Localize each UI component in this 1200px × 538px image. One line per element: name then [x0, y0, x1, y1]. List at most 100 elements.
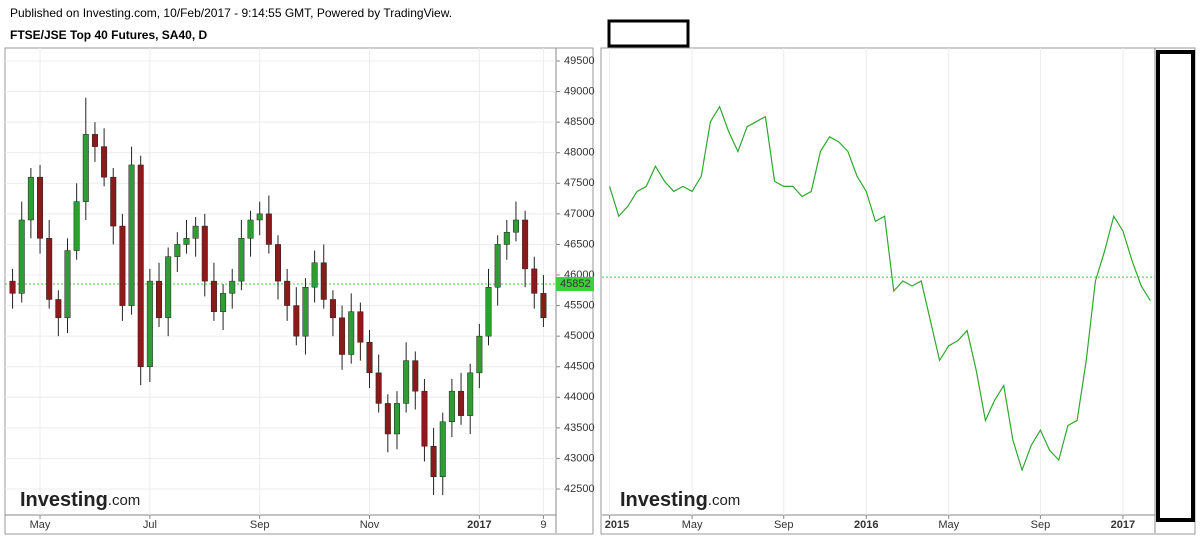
- y-tick-label: 45000: [564, 330, 595, 342]
- candle-body: [110, 176, 117, 227]
- candle-body: [329, 299, 336, 319]
- candle-body: [201, 225, 208, 282]
- published-note: Published on Investing.com, 10/Feb/2017 …: [10, 6, 452, 20]
- candle-body: [467, 372, 474, 416]
- candle-body: [320, 262, 327, 300]
- x-tick-label: 2017: [467, 519, 491, 531]
- candle-body: [302, 286, 309, 337]
- candle-body: [165, 256, 172, 319]
- candle-body: [384, 403, 391, 435]
- candle-body: [339, 317, 346, 355]
- candle-body: [494, 244, 501, 288]
- x-tick-label: May: [938, 519, 959, 531]
- watermark: Investing.com: [20, 489, 140, 511]
- candle-body: [27, 176, 34, 221]
- candle-body: [82, 134, 89, 202]
- candle-body: [18, 219, 25, 294]
- watermark-brand: Investing: [620, 489, 708, 511]
- x-tick-label: Sep: [774, 519, 794, 531]
- candle-body: [119, 225, 126, 306]
- candle-body: [183, 238, 190, 245]
- watermark-brand: Investing: [20, 489, 108, 511]
- candle-body: [357, 311, 364, 343]
- y-tick-label: 48000: [564, 147, 595, 159]
- y-tick-label: 43500: [564, 422, 595, 434]
- candle-body: [284, 280, 291, 306]
- watermark: Investing.com: [620, 489, 740, 511]
- candle-body: [476, 335, 483, 374]
- candle-body: [229, 280, 236, 294]
- x-tick-label: 2016: [854, 519, 878, 531]
- left-frame: [4, 47, 594, 535]
- candle-body: [55, 299, 62, 319]
- candle-body: [238, 238, 245, 282]
- candle-body: [73, 201, 80, 251]
- candle-body: [64, 250, 71, 319]
- candle-body: [421, 390, 428, 447]
- candle-body: [46, 238, 53, 300]
- candle-body: [522, 219, 529, 270]
- y-tick-label: 47000: [564, 208, 595, 220]
- y-tick-label: 44500: [564, 361, 595, 373]
- candle-body: [348, 311, 355, 355]
- y-tick-label: 48500: [564, 116, 595, 128]
- redacted-axis: [1156, 50, 1195, 522]
- y-tick-label: 46500: [564, 238, 595, 250]
- x-tick-label: Jul: [143, 519, 157, 531]
- candle-body: [174, 244, 181, 257]
- candle-body: [439, 421, 446, 478]
- candle-body: [101, 146, 108, 178]
- candle-body: [531, 268, 538, 294]
- y-tick-label: 47500: [564, 177, 595, 189]
- candle-body: [137, 164, 144, 367]
- x-tick-label: 2015: [605, 519, 629, 531]
- candle-body: [366, 342, 373, 374]
- candle-body: [458, 390, 465, 416]
- price-line-series: [609, 105, 1151, 472]
- candle-body: [265, 213, 272, 245]
- x-tick-label: May: [30, 519, 51, 531]
- candle-body: [512, 219, 519, 233]
- x-tick-label: Sep: [1031, 519, 1051, 531]
- candle-body: [146, 280, 153, 367]
- y-tick-label: 49500: [564, 55, 595, 67]
- candle-body: [156, 280, 163, 319]
- candle-body: [430, 445, 437, 478]
- x-tick-label: 9: [540, 519, 546, 531]
- y-tick-label: 42500: [564, 483, 595, 495]
- price-label: 45852: [560, 278, 591, 290]
- candle-body: [503, 231, 510, 245]
- y-tick-label: 45500: [564, 299, 595, 311]
- candle-body: [247, 219, 254, 239]
- candle-body: [393, 403, 400, 435]
- y-tick-label: 49000: [564, 85, 595, 97]
- candle-body: [220, 293, 227, 312]
- candle-body: [412, 360, 419, 392]
- candle-body: [448, 390, 455, 423]
- watermark-domain: .com: [708, 492, 741, 509]
- candle-body: [375, 372, 382, 404]
- candle-body: [540, 293, 547, 319]
- watermark-domain: .com: [108, 492, 141, 509]
- candle-body: [275, 244, 281, 282]
- candle-body: [293, 305, 300, 337]
- redacted-title: [607, 19, 690, 48]
- candle-body: [256, 213, 263, 221]
- x-tick-label: May: [682, 519, 703, 531]
- charts: 4250043000435004400044500450004550046000…: [5, 48, 1156, 533]
- x-tick-label: Sep: [250, 519, 270, 531]
- chart-title: FTSE/JSE Top 40 Futures, SA40, D: [10, 28, 207, 42]
- candle-body: [210, 280, 217, 312]
- y-tick-label: 44000: [564, 391, 595, 403]
- x-tick-label: 2017: [1111, 519, 1135, 531]
- y-tick-label: 43000: [564, 452, 595, 464]
- candle-body: [128, 164, 135, 306]
- candle-body: [311, 262, 318, 288]
- x-tick-label: Nov: [360, 519, 380, 531]
- candle-body: [192, 225, 199, 239]
- candle-body: [91, 134, 98, 147]
- candle-body: [403, 360, 410, 404]
- candle-body: [9, 280, 16, 294]
- candle-body: [485, 286, 492, 337]
